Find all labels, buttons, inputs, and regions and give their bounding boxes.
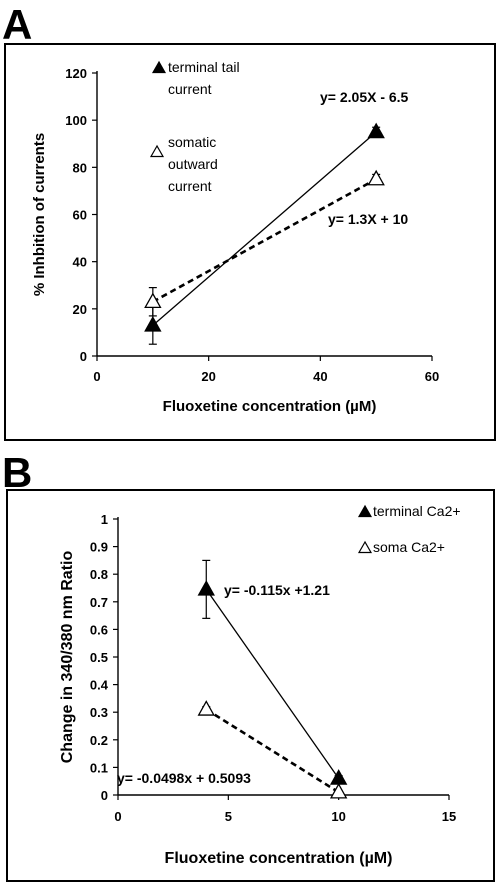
x-axis-label: Fluoxetine concentration (µM) xyxy=(163,398,377,415)
legend-entry: soma Ca2+ xyxy=(373,539,445,555)
legend-entry: terminal Ca2+ xyxy=(373,503,461,519)
series-1 xyxy=(144,122,385,345)
y-tick-label: 60 xyxy=(73,208,87,223)
series-line xyxy=(152,131,377,326)
y-tick-label: 0.8 xyxy=(90,567,108,582)
x-tick-label: 0 xyxy=(93,369,100,384)
x-tick-label: 20 xyxy=(201,369,215,384)
x-tick-label: 10 xyxy=(331,809,345,824)
data-point-marker xyxy=(367,122,385,139)
y-axis-label: % Inhbition of currents xyxy=(31,133,48,296)
legend-marker xyxy=(149,144,165,158)
y-tick-label: 120 xyxy=(65,66,87,81)
series-line xyxy=(205,708,340,794)
data-point-marker xyxy=(367,169,385,186)
x-axis-label: Fluoxetine concentration (µM) xyxy=(165,850,393,867)
y-tick-label: 0.9 xyxy=(90,540,108,555)
x-tick-label: 40 xyxy=(313,369,327,384)
equation-label: y= -0.115x +1.21 xyxy=(224,582,330,598)
legend-marker xyxy=(357,504,373,518)
y-tick-label: 0.4 xyxy=(90,678,109,693)
data-point-marker xyxy=(329,769,348,785)
series-2 xyxy=(144,169,385,317)
legend-entry: somatic outward current xyxy=(168,134,218,194)
series-line xyxy=(152,177,377,303)
series-2 xyxy=(197,700,348,799)
y-tick-label: 0.5 xyxy=(90,650,108,665)
data-point-marker xyxy=(144,316,162,332)
data-point-marker xyxy=(329,782,348,799)
panel-a-letter: A xyxy=(2,1,33,48)
y-tick-label: 80 xyxy=(73,160,87,175)
equation-label: y= -0.0498x + 0.5093 xyxy=(117,770,251,786)
equation-label: y= 1.3X + 10 xyxy=(328,211,408,227)
data-point-marker xyxy=(197,580,215,596)
legend-marker xyxy=(151,60,167,74)
legend-entry: terminal tail current xyxy=(168,59,240,97)
x-tick-label: 5 xyxy=(225,809,232,824)
x-tick-label: 0 xyxy=(114,809,121,824)
y-tick-label: 20 xyxy=(73,302,87,317)
y-tick-label: 0 xyxy=(80,349,87,364)
panel-b-frame xyxy=(6,489,495,882)
panel-b-letter: B xyxy=(2,449,33,496)
y-tick-label: 0.1 xyxy=(90,760,108,775)
data-point-marker xyxy=(197,700,215,716)
equation-label: y= 2.05X - 6.5 xyxy=(320,89,409,105)
data-point-marker xyxy=(144,292,162,309)
y-tick-label: 100 xyxy=(65,113,87,128)
y-tick-label: 0 xyxy=(101,788,108,803)
x-tick-label: 60 xyxy=(425,369,439,384)
y-tick-label: 40 xyxy=(73,255,87,270)
series-1 xyxy=(197,559,348,785)
y-tick-label: 0.6 xyxy=(90,622,108,637)
y-tick-label: 0.2 xyxy=(90,733,108,748)
series-line xyxy=(205,589,340,779)
y-axis-label: Change in 340/380 nm Ratio xyxy=(59,551,76,764)
y-tick-label: 0.7 xyxy=(90,595,108,610)
y-tick-label: 0.3 xyxy=(90,705,108,720)
x-tick-label: 15 xyxy=(442,809,456,824)
legend-marker xyxy=(357,540,373,554)
y-tick-label: 1 xyxy=(101,512,108,527)
